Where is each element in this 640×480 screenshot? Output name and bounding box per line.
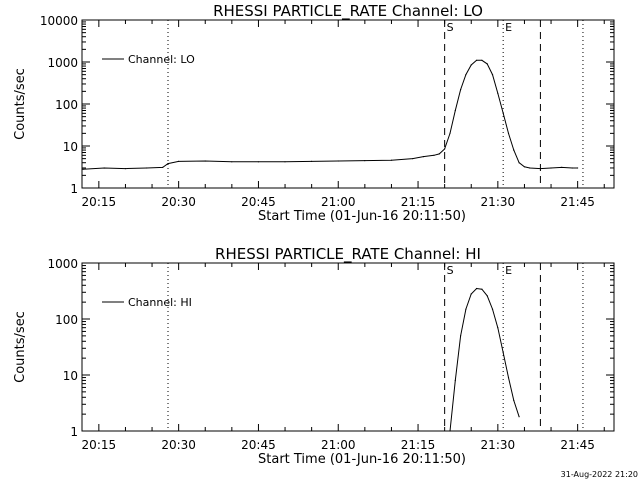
data-point <box>454 109 456 112</box>
data-point <box>438 153 440 155</box>
data-point <box>412 158 414 160</box>
data-point <box>481 59 483 61</box>
x-tick-label: 21:30 <box>481 195 516 209</box>
y-tick-label: 10 <box>63 369 78 383</box>
x-tick-label: 20:45 <box>241 195 276 209</box>
data-point <box>529 167 531 169</box>
x-tick-label: 21:45 <box>560 195 595 209</box>
data-point <box>502 352 504 354</box>
y-tick-label: 1 <box>70 182 78 196</box>
data-point <box>460 89 462 91</box>
data-point <box>502 112 504 114</box>
data-point <box>444 148 446 150</box>
y-tick-label: 1000 <box>47 257 78 271</box>
x-tick-label: 21:45 <box>560 438 595 452</box>
y-tick-label: 100 <box>55 98 78 112</box>
data-point <box>497 327 499 329</box>
data-point <box>433 154 435 156</box>
x-tick-label: 20:30 <box>161 195 196 209</box>
y-axis-label-hi: Counts/sec <box>13 311 28 383</box>
time-marker-label: S <box>447 264 454 277</box>
data-point <box>465 308 467 310</box>
data-point <box>167 163 169 165</box>
data-point <box>523 166 526 168</box>
x-tick-label: 21:00 <box>321 195 356 209</box>
data-point <box>513 149 515 151</box>
timestamp-footer: 31-Aug-2022 21:20 <box>561 470 638 479</box>
time-marker-label: E <box>505 264 512 277</box>
y-tick-label: 1 <box>70 425 78 439</box>
data-point <box>146 167 148 169</box>
legend-label-lo: Channel: LO <box>128 53 195 66</box>
data-point <box>390 159 392 161</box>
data-point <box>476 59 478 61</box>
data-point <box>103 167 105 169</box>
y-tick-label: 100 <box>55 313 78 327</box>
data-point <box>465 74 467 76</box>
data-point <box>571 167 573 169</box>
plot-frame-hi <box>81 262 615 432</box>
x-tick-label: 20:15 <box>82 195 117 209</box>
chart-panel-hi: RHESSI PARTICLE_RATE Channel: HI 20:15 20:… <box>13 245 615 467</box>
x-tick-label: 20:45 <box>241 438 276 452</box>
x-axis-label-lo: Start Time (01-Jun-16 20:11:50) <box>258 209 466 224</box>
chart-panel-lo: RHESSI PARTICLE_RATE Channel: LO 20:15 20:… <box>13 2 615 224</box>
series-line-hi <box>449 287 520 432</box>
data-point <box>422 156 424 158</box>
chart-title-hi: RHESSI PARTICLE_RATE Channel: HI <box>215 245 481 264</box>
data-point <box>539 168 542 170</box>
data-point <box>460 335 462 337</box>
data-point <box>507 377 510 379</box>
data-point <box>470 293 472 295</box>
data-point <box>486 295 488 297</box>
data-point <box>364 160 366 162</box>
x-tick-label: 21:00 <box>321 438 356 452</box>
data-point <box>513 399 515 402</box>
data-point <box>518 416 520 418</box>
x-tick-label: 20:15 <box>82 438 117 452</box>
data-point <box>476 287 478 290</box>
data-point <box>124 168 126 170</box>
x-tick-label: 20:30 <box>161 438 196 452</box>
data-point <box>550 167 552 169</box>
data-point <box>454 379 456 381</box>
data-point <box>449 430 451 432</box>
time-marker-label: E <box>505 21 512 34</box>
data-point <box>162 166 164 168</box>
data-point <box>82 168 84 170</box>
y-axis-label-lo: Counts/sec <box>13 68 28 140</box>
data-point <box>497 92 499 94</box>
y-tick-label: 10 <box>63 140 78 154</box>
data-point <box>518 162 520 164</box>
data-point <box>470 64 472 66</box>
data-point <box>486 63 488 65</box>
data-point <box>481 288 483 290</box>
chart-title-lo: RHESSI PARTICLE_RATE Channel: LO <box>213 2 483 21</box>
y-tick-label: 1000 <box>47 56 78 70</box>
time-marker-label: S <box>447 21 454 34</box>
x-tick-label: 21:15 <box>401 438 436 452</box>
x-axis-label-hi: Start Time (01-Jun-16 20:11:50) <box>258 452 466 467</box>
plot-frame-lo <box>81 19 615 189</box>
y-tick-label: 10000 <box>40 14 78 28</box>
data-point <box>284 161 286 163</box>
x-tick-label: 21:15 <box>401 195 436 209</box>
data-point <box>257 161 259 163</box>
data-point <box>204 160 206 162</box>
data-point <box>311 160 313 162</box>
data-point <box>577 167 579 169</box>
data-point <box>507 132 510 134</box>
data-point <box>337 160 339 162</box>
data-point <box>491 74 494 76</box>
legend-label-hi: Channel: HI <box>128 296 192 309</box>
data-point <box>561 166 563 168</box>
data-point <box>231 161 233 163</box>
data-point <box>178 160 180 162</box>
data-point <box>491 308 494 310</box>
x-tick-label: 21:30 <box>481 438 516 452</box>
data-point <box>449 132 451 134</box>
